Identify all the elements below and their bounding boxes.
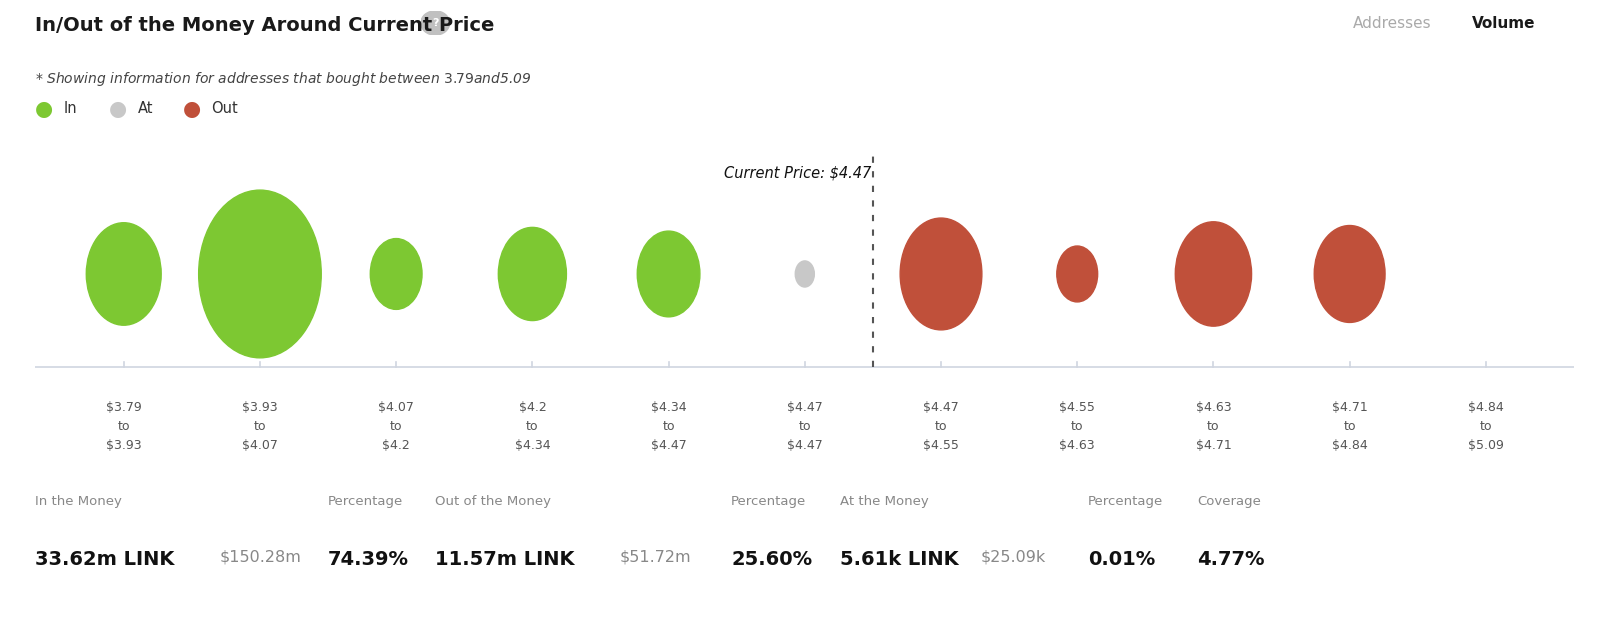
Text: In the Money: In the Money [35,495,122,508]
Text: * Showing information for addresses that bought between $3.79 and $5.09: * Showing information for addresses that… [35,70,531,88]
Text: Out of the Money: Out of the Money [435,495,550,508]
Text: At the Money: At the Money [840,495,928,508]
Text: $4.84
to
$5.09: $4.84 to $5.09 [1467,401,1504,452]
Text: Current Price: $4.47: Current Price: $4.47 [725,166,872,181]
Circle shape [1176,222,1251,326]
Circle shape [86,223,162,325]
Text: $25.09k: $25.09k [981,550,1046,564]
Text: $3.93
to
$4.07: $3.93 to $4.07 [242,401,278,452]
Text: Volume: Volume [1472,16,1536,31]
Text: $4.2
to
$4.34: $4.2 to $4.34 [515,401,550,452]
Text: $4.34
to
$4.47: $4.34 to $4.47 [651,401,686,452]
Text: Percentage: Percentage [1088,495,1163,508]
Text: 11.57m LINK: 11.57m LINK [435,550,574,569]
Circle shape [370,238,422,309]
Text: 4.77%: 4.77% [1197,550,1264,569]
Text: $51.72m: $51.72m [619,550,691,564]
Text: $4.47
to
$4.47: $4.47 to $4.47 [787,401,822,452]
Text: At: At [138,101,154,116]
Text: Addresses: Addresses [1352,16,1432,31]
Text: $4.47
to
$4.55: $4.47 to $4.55 [923,401,958,452]
Circle shape [795,261,814,287]
Text: 25.60%: 25.60% [731,550,813,569]
Text: ●: ● [109,98,126,119]
Circle shape [1056,246,1098,302]
Circle shape [637,231,699,317]
Text: ●: ● [182,98,200,119]
Text: $4.71
to
$4.84: $4.71 to $4.84 [1331,401,1368,452]
Circle shape [901,218,982,330]
Text: 74.39%: 74.39% [328,550,410,569]
Text: Out: Out [211,101,238,116]
Text: $4.07
to
$4.2: $4.07 to $4.2 [378,401,414,452]
Text: 0.01%: 0.01% [1088,550,1155,569]
Text: $3.79
to
$3.93: $3.79 to $3.93 [106,401,142,452]
Text: Percentage: Percentage [328,495,403,508]
Text: $4.55
to
$4.63: $4.55 to $4.63 [1059,401,1094,452]
Circle shape [498,227,566,321]
Text: Coverage: Coverage [1197,495,1261,508]
Text: 5.61k LINK: 5.61k LINK [840,550,958,569]
Text: Percentage: Percentage [731,495,806,508]
Text: $150.28m: $150.28m [219,550,301,564]
Text: $4.63
to
$4.71: $4.63 to $4.71 [1195,401,1232,452]
Text: In/Out of the Money Around Current Price: In/Out of the Money Around Current Price [35,16,494,35]
Circle shape [1314,226,1386,323]
Circle shape [421,11,450,35]
Text: ?: ? [432,18,438,28]
Circle shape [198,190,322,358]
Text: ●: ● [35,98,53,119]
Text: In: In [64,101,78,116]
Text: 33.62m LINK: 33.62m LINK [35,550,174,569]
